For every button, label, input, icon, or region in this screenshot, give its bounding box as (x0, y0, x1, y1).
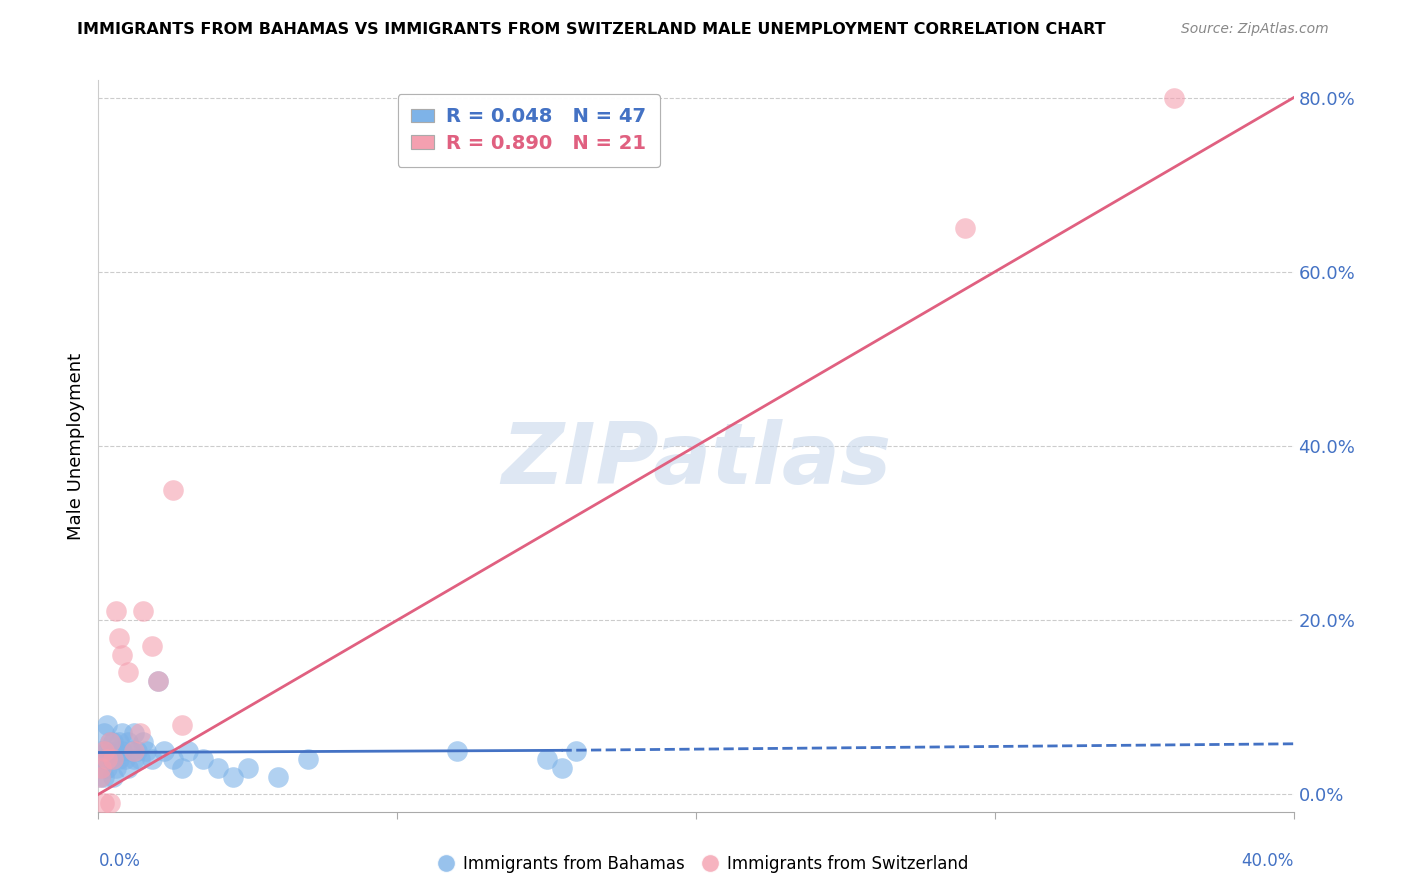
Point (148, 674, 170, 689)
Point (124, 726, 146, 740)
Point (96, 717, 118, 731)
Point (98, 735, 122, 749)
Point (172, 761, 194, 775)
Point (129, 752, 152, 766)
Point (207, 761, 229, 775)
Point (953, 221, 976, 235)
Text: Source: ZipAtlas.com: Source: ZipAtlas.com (1181, 22, 1329, 37)
Point (222, 770, 245, 784)
Point (90, 761, 112, 775)
Legend: Immigrants from Bahamas, Immigrants from Switzerland: Immigrants from Bahamas, Immigrants from… (432, 848, 974, 880)
Point (98, 735, 122, 749)
Point (297, 752, 319, 766)
Point (162, 483, 184, 497)
Y-axis label: Male Unemployment: Male Unemployment (66, 352, 84, 540)
Point (236, 761, 259, 775)
Point (117, 665, 139, 680)
Point (89, 770, 111, 784)
Point (132, 735, 155, 749)
Point (108, 752, 131, 766)
Legend: R = 0.048   N = 47, R = 0.890   N = 21: R = 0.048 N = 47, R = 0.890 N = 21 (398, 94, 659, 167)
Point (93, 744, 115, 758)
Point (153, 744, 176, 758)
Point (89, 770, 111, 784)
Point (536, 752, 558, 766)
Point (148, 674, 170, 689)
Point (127, 744, 149, 758)
Point (550, 761, 572, 775)
Point (111, 648, 134, 662)
Point (90, 761, 112, 775)
Point (141, 640, 163, 654)
Point (162, 752, 184, 766)
Point (446, 744, 468, 758)
Point (105, 761, 128, 775)
Point (93, 744, 115, 758)
Point (135, 744, 157, 758)
Point (90, 744, 112, 758)
Point (132, 604, 155, 618)
Point (103, 752, 125, 766)
Point (111, 726, 134, 740)
Point (105, 604, 128, 618)
Point (98, 796, 122, 810)
Point (108, 735, 131, 749)
Point (108, 631, 131, 645)
Text: IMMIGRANTS FROM BAHAMAS VS IMMIGRANTS FROM SWITZERLAND MALE UNEMPLOYMENT CORRELA: IMMIGRANTS FROM BAHAMAS VS IMMIGRANTS FR… (77, 22, 1107, 37)
Point (267, 770, 290, 784)
Point (172, 717, 194, 731)
Point (93, 726, 115, 740)
Point (129, 726, 152, 740)
Point (120, 744, 142, 758)
Point (96, 752, 118, 766)
Point (103, 735, 125, 749)
Point (117, 761, 139, 775)
Text: 0.0%: 0.0% (98, 852, 141, 870)
Point (177, 744, 200, 758)
Point (114, 752, 136, 766)
Point (91, 752, 114, 766)
Point (191, 752, 214, 766)
Point (565, 744, 588, 758)
Point (93, 796, 115, 810)
Point (96, 761, 118, 775)
Point (93, 770, 115, 784)
Point (111, 744, 134, 758)
Point (96, 744, 118, 758)
Point (141, 752, 163, 766)
Point (124, 752, 146, 766)
Point (98, 752, 122, 766)
Point (1163, 91, 1185, 105)
Text: ZIPatlas: ZIPatlas (501, 419, 891, 502)
Text: 40.0%: 40.0% (1241, 852, 1294, 870)
Point (103, 770, 125, 784)
Point (124, 744, 146, 758)
Point (103, 752, 125, 766)
Point (117, 735, 139, 749)
Point (105, 744, 128, 758)
